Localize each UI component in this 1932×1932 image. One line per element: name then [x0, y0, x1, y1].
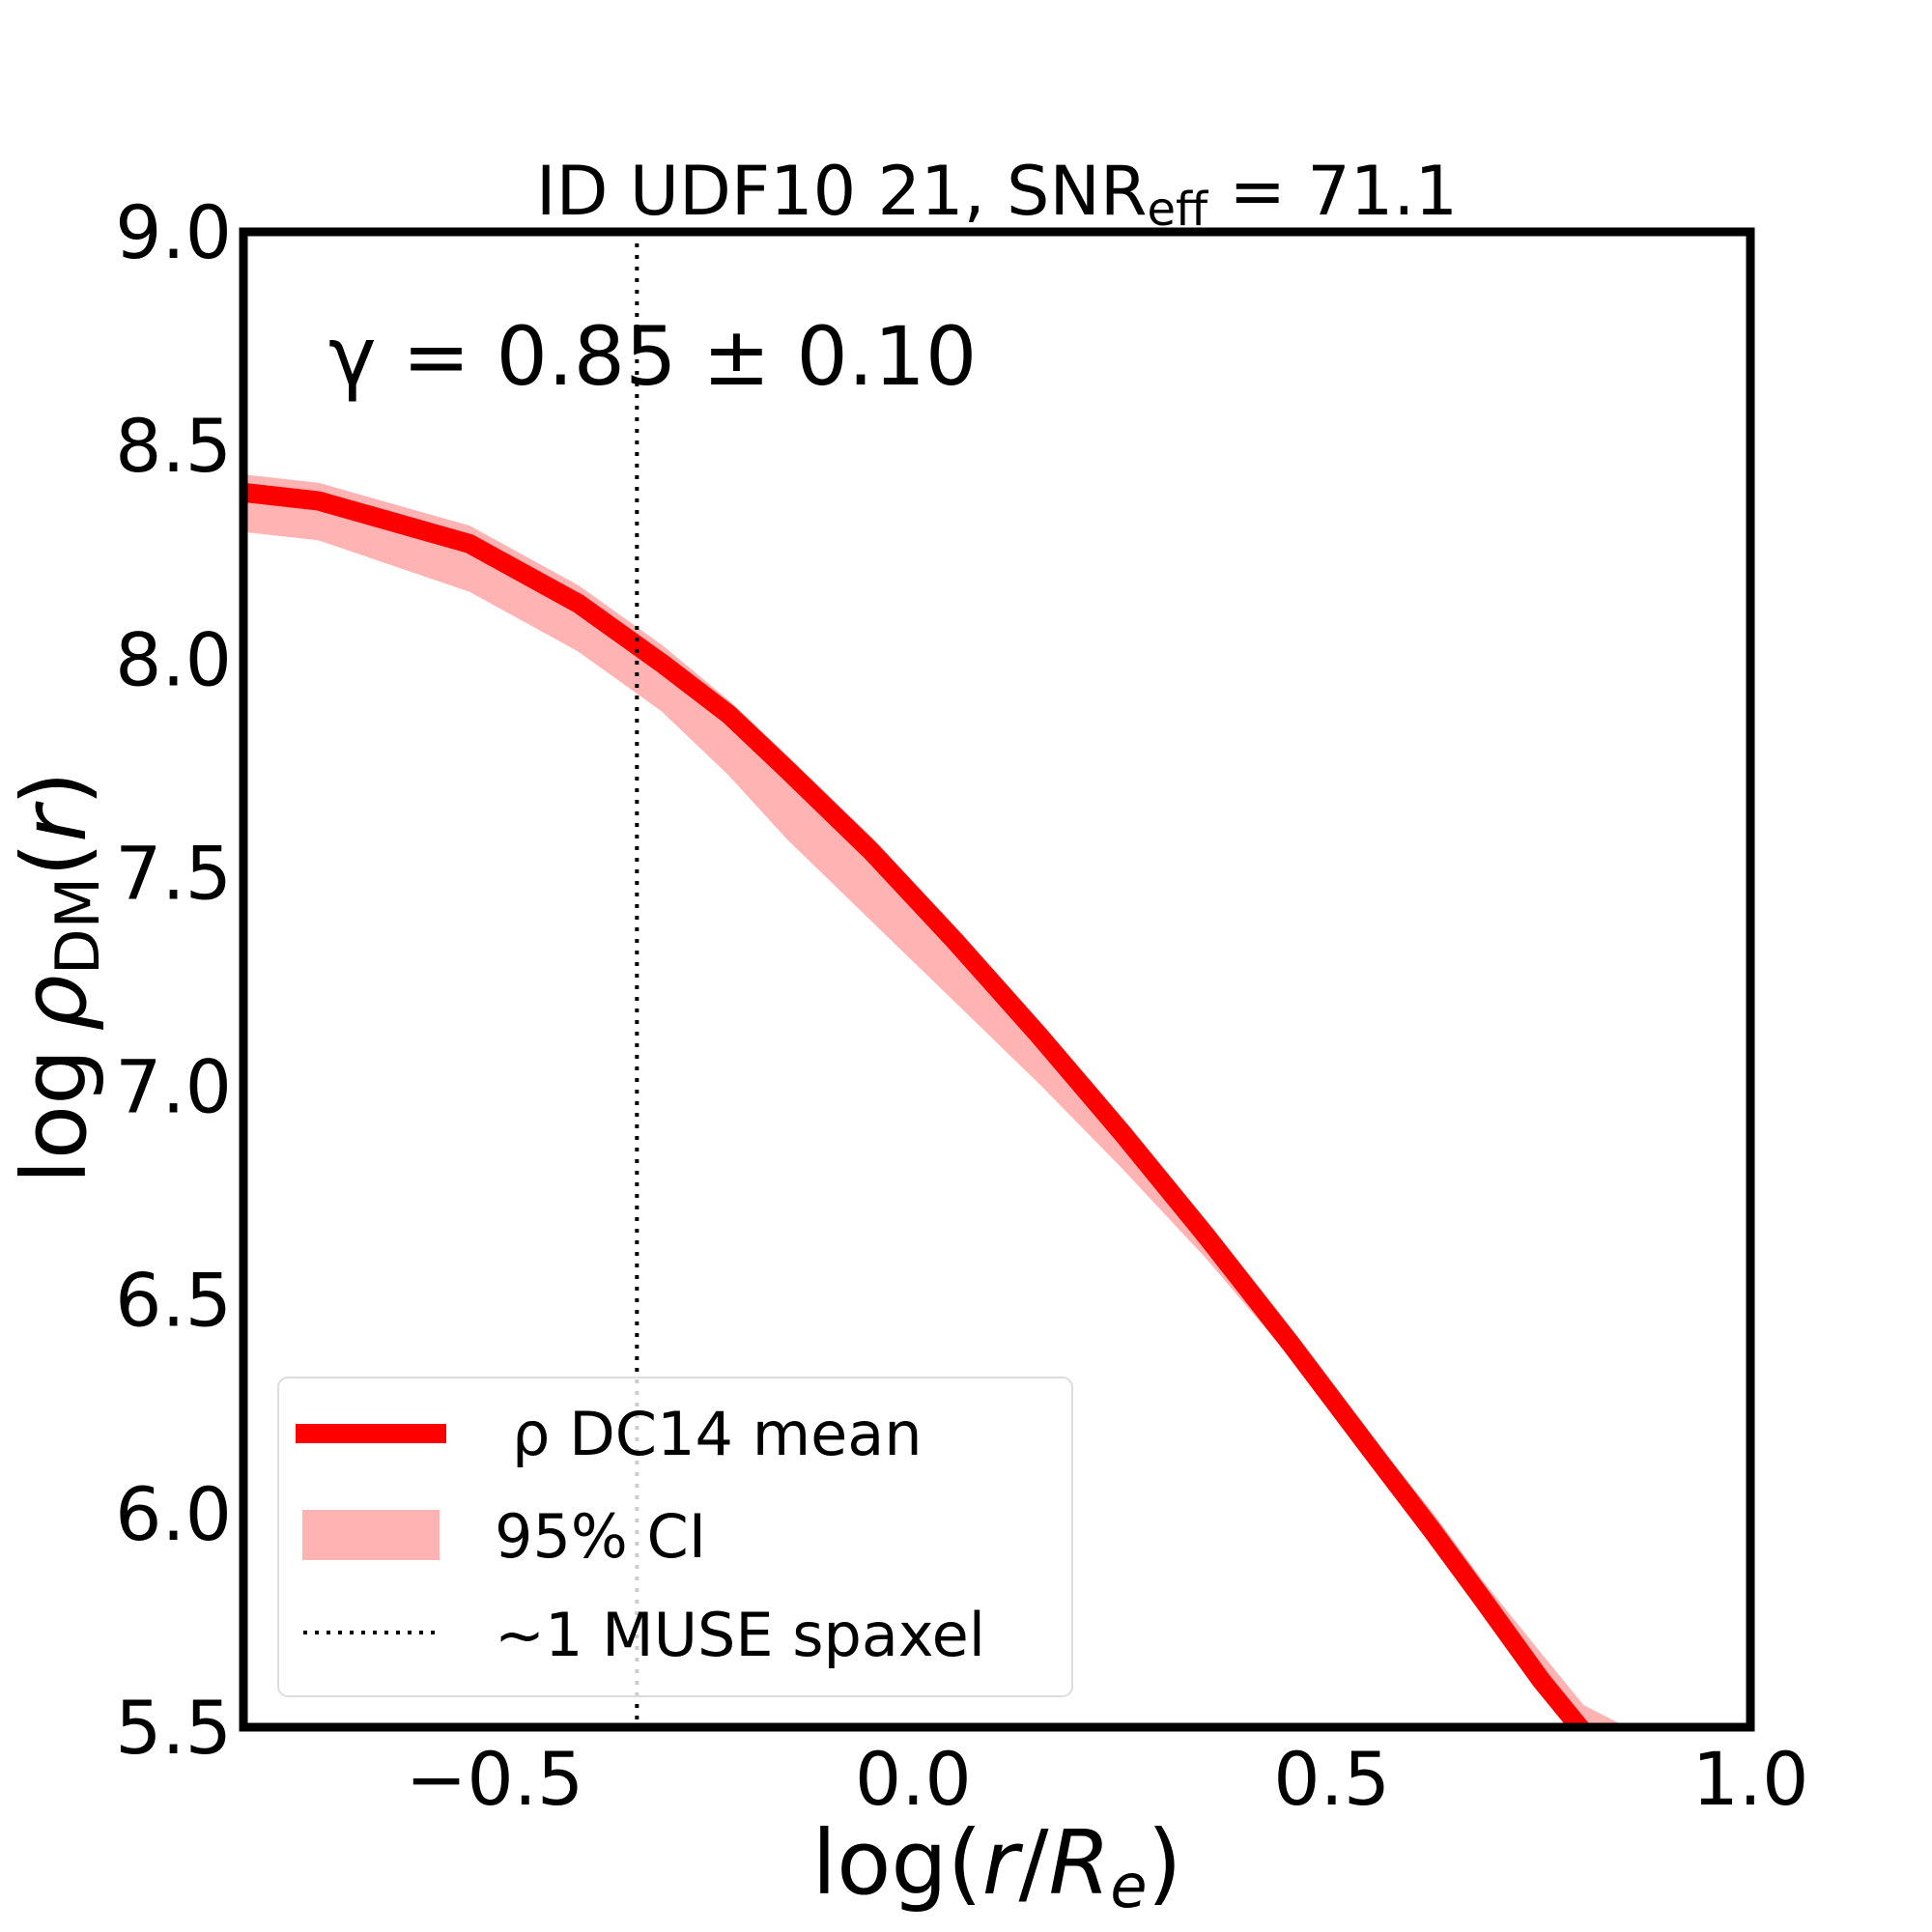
x-tick-label: 0.5 — [1273, 1736, 1390, 1822]
legend: ρ DC14 mean 95% CI ~1 MUSE spaxel — [277, 1377, 1073, 1697]
y-tick-label: 7.5 — [115, 830, 232, 916]
x-axis-ticks: −0.5 0.0 0.5 1.0 — [406, 1736, 1809, 1822]
y-axis-label: logρDM(r) — [3, 771, 113, 1184]
gamma-annotation: γ = 0.85 ± 0.10 — [328, 309, 977, 404]
y-axis-ticks: 5.5 6.0 6.5 7.0 7.5 8.0 8.5 9.0 — [115, 189, 232, 1771]
mean-line — [243, 482, 1591, 1727]
y-tick-label: 7.0 — [115, 1044, 232, 1130]
x-axis-label: log(r/Re) — [812, 1811, 1182, 1921]
legend-mean-label: ρ DC14 mean — [512, 1399, 923, 1469]
y-tick-label: 8.0 — [115, 616, 232, 702]
legend-ci-swatch — [302, 1510, 440, 1560]
x-tick-label: 1.0 — [1692, 1736, 1809, 1822]
x-tick-label: −0.5 — [406, 1736, 584, 1822]
y-tick-label: 6.0 — [115, 1471, 232, 1557]
axes-frame — [239, 227, 1755, 1732]
y-tick-label: 9.0 — [115, 189, 232, 275]
y-tick-label: 8.5 — [115, 403, 232, 489]
y-tick-label: 5.5 — [115, 1685, 232, 1771]
chart-title: ID UDF10 21, SNReff = 71.1 — [536, 152, 1458, 237]
x-tick-label: 0.0 — [855, 1736, 972, 1822]
legend-frame — [277, 1377, 1073, 1697]
legend-spaxel-label: ~1 MUSE spaxel — [495, 1600, 985, 1670]
plot-area — [243, 232, 1626, 1727]
legend-ci-label: 95% CI — [495, 1501, 706, 1572]
y-tick-label: 6.5 — [115, 1258, 232, 1344]
